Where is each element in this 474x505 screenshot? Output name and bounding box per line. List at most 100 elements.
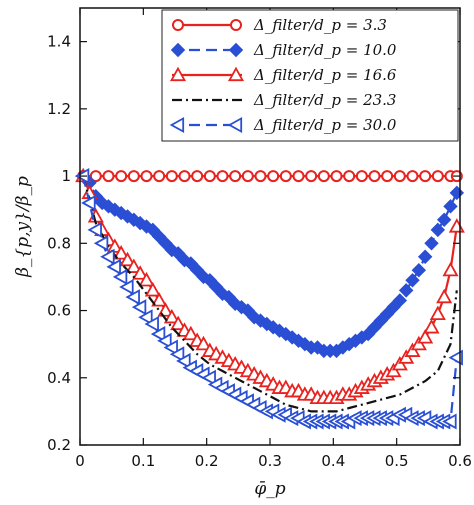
data-point bbox=[178, 170, 191, 183]
data-point bbox=[381, 170, 394, 183]
data-point bbox=[368, 170, 381, 183]
data-point bbox=[430, 222, 446, 238]
y-tick-label: 0.4 bbox=[47, 369, 71, 387]
data-point bbox=[241, 170, 254, 183]
data-point bbox=[169, 346, 185, 363]
data-point bbox=[417, 329, 434, 344]
data-point bbox=[406, 170, 419, 183]
data-point bbox=[125, 258, 142, 273]
data-point bbox=[157, 332, 172, 349]
data-point bbox=[254, 170, 267, 183]
data-point bbox=[267, 170, 280, 183]
data-point bbox=[317, 170, 330, 183]
legend-marker bbox=[227, 66, 245, 82]
data-point bbox=[170, 315, 187, 331]
plot-marks bbox=[74, 167, 465, 430]
data-point bbox=[153, 170, 166, 183]
data-point bbox=[140, 170, 153, 183]
data-point bbox=[229, 170, 242, 183]
axes: 0 0.1 0.2 0.3 0.4 0.5 0.6 0.2 0.4 0.6 0.8 1 1.2 1.4 bbox=[47, 8, 472, 470]
data-point bbox=[163, 339, 178, 356]
data-point bbox=[330, 170, 343, 183]
legend-entry: Δ_filter/d_p = 16.6 bbox=[253, 66, 397, 84]
data-point bbox=[127, 170, 140, 183]
series-2 bbox=[75, 167, 465, 405]
y-tick-label: 0.6 bbox=[47, 302, 71, 320]
data-point bbox=[144, 315, 159, 333]
x-tick-label: 0 bbox=[75, 452, 85, 470]
data-point bbox=[176, 352, 191, 369]
data-point bbox=[216, 170, 229, 183]
data-point bbox=[398, 283, 414, 298]
series-4 bbox=[74, 168, 463, 430]
series-1 bbox=[75, 168, 465, 359]
data-point bbox=[448, 218, 465, 233]
data-point bbox=[392, 293, 408, 308]
data-point bbox=[138, 309, 153, 326]
x-tick-label: 0.2 bbox=[195, 452, 219, 470]
y-tick-label: 1.2 bbox=[47, 100, 71, 118]
data-point bbox=[195, 335, 212, 351]
data-point bbox=[431, 170, 444, 183]
data-point bbox=[343, 170, 356, 183]
data-point bbox=[150, 326, 166, 343]
legend-marker bbox=[169, 66, 187, 82]
legend-entry: Δ_filter/d_p = 3.3 bbox=[253, 16, 387, 34]
y-tick-label: 0.8 bbox=[47, 234, 71, 252]
x-tick-label: 0.5 bbox=[385, 452, 409, 470]
data-point bbox=[89, 170, 102, 183]
data-point bbox=[201, 369, 216, 386]
legend-marker bbox=[230, 19, 242, 31]
data-point bbox=[119, 251, 136, 267]
data-point bbox=[419, 170, 432, 183]
data-point bbox=[132, 265, 149, 280]
data-point bbox=[449, 185, 465, 201]
legend-marker bbox=[169, 116, 185, 134]
data-point bbox=[106, 258, 121, 275]
data-point bbox=[443, 199, 458, 214]
data-point bbox=[448, 349, 463, 366]
data-point bbox=[113, 245, 130, 260]
series-0 bbox=[77, 170, 463, 183]
data-point bbox=[279, 170, 292, 183]
data-point bbox=[305, 170, 318, 183]
series-line bbox=[82, 175, 458, 413]
data-point bbox=[182, 325, 199, 341]
y-axis-label: β_{p,y}/β_p bbox=[13, 176, 33, 278]
data-point bbox=[125, 289, 140, 306]
y-tick-label: 0.2 bbox=[47, 436, 71, 454]
data-point bbox=[144, 282, 161, 297]
data-point bbox=[436, 212, 452, 227]
legend-marker bbox=[227, 116, 243, 134]
data-point bbox=[106, 238, 123, 253]
legend-marker bbox=[172, 19, 184, 31]
x-tick-label: 0.6 bbox=[448, 452, 472, 470]
data-point bbox=[131, 299, 147, 316]
data-point bbox=[163, 308, 180, 324]
data-point bbox=[112, 268, 128, 285]
data-point bbox=[436, 288, 453, 304]
legend-marker bbox=[170, 42, 186, 58]
data-point bbox=[429, 305, 446, 321]
data-point bbox=[191, 170, 204, 183]
legend-entry: Δ_filter/d_p = 10.0 bbox=[253, 41, 397, 59]
legend: Δ_filter/d_p = 3.3 Δ_filter/d_p = 10.0 Δ_f… bbox=[161, 9, 459, 142]
x-axis-label: φ̄_p bbox=[254, 479, 285, 499]
data-point bbox=[165, 170, 178, 183]
data-point bbox=[442, 261, 459, 277]
x-tick-label: 0.3 bbox=[258, 452, 282, 470]
x-tick-label: 0.4 bbox=[321, 452, 345, 470]
data-point bbox=[417, 249, 433, 264]
data-point bbox=[442, 413, 457, 430]
data-point bbox=[151, 292, 168, 307]
data-point bbox=[102, 170, 115, 183]
data-point bbox=[100, 248, 115, 265]
x-tick-label: 0.1 bbox=[131, 452, 155, 470]
data-point bbox=[119, 278, 134, 296]
data-point bbox=[393, 170, 406, 183]
data-point bbox=[355, 170, 368, 183]
data-point bbox=[424, 236, 439, 251]
series-3 bbox=[82, 175, 458, 413]
